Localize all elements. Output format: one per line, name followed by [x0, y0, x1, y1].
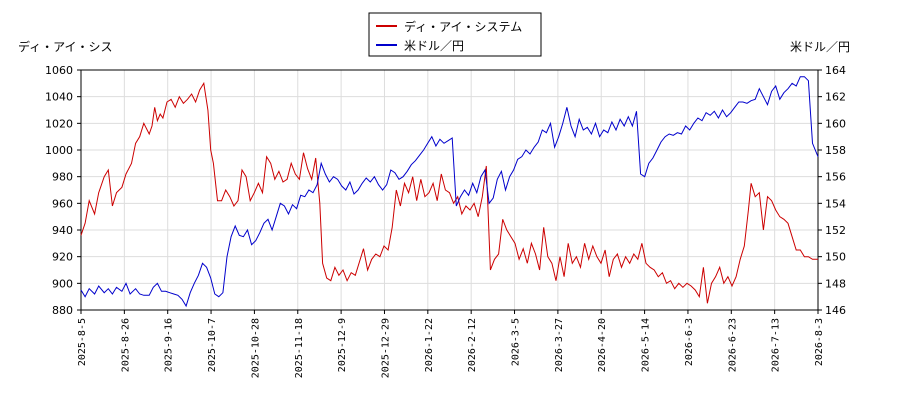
x-tick-label: 2026-2-12	[467, 318, 478, 372]
x-tick-label: 2026-5-14	[641, 318, 652, 372]
left-tick-label: 1040	[45, 91, 73, 104]
left-tick-label: 1060	[45, 64, 73, 77]
x-tick-label: 2026-3-27	[554, 318, 565, 372]
left-tick-label: 1020	[45, 117, 73, 130]
right-tick-label: 152	[825, 224, 846, 237]
x-tick-label: 2026-4-20	[597, 318, 608, 372]
x-tick-label: 2026-3-5	[511, 318, 522, 366]
legend-label-series-1: ディ・アイ・システム	[404, 19, 522, 34]
left-tick-label: 940	[52, 224, 73, 237]
x-tick-label: 2025-12-9	[337, 318, 348, 372]
right-tick-label: 164	[825, 64, 846, 77]
x-tick-label: 2025-10-7	[207, 318, 218, 372]
right-ticks: 146 148 150 152 154 156 158 160 162 164	[818, 64, 846, 317]
right-tick-label: 160	[825, 117, 846, 130]
grid	[80, 69, 819, 311]
x-ticks: 2025-8-5 2025-8-26 2025-9-16 2025-10-7 2025-…	[77, 310, 825, 378]
right-tick-label: 148	[825, 277, 846, 290]
x-tick-label: 2025-12-29	[380, 318, 391, 378]
right-axis-label: 米ドル／円	[790, 40, 850, 54]
series-line-1	[80, 81, 818, 304]
right-tick-label: 150	[825, 251, 846, 264]
x-tick-label: 2026-6-3	[684, 318, 695, 366]
legend-box	[368, 12, 542, 57]
right-tick-label: 156	[825, 171, 846, 184]
right-tick-label: 162	[825, 91, 846, 104]
left-axis-label: ディ・アイ・シス	[18, 39, 113, 54]
x-tick-label: 2025-11-18	[294, 318, 305, 378]
left-tick-label: 1000	[45, 144, 73, 157]
x-tick-label: 2026-8-3	[814, 318, 825, 366]
x-tick-label: 2026-1-22	[424, 318, 435, 372]
right-tick-label: 158	[825, 144, 846, 157]
x-tick-label: 2025-9-16	[164, 318, 175, 372]
legend: ディ・アイ・システム 米ドル／円	[368, 12, 542, 57]
left-tick-label: 880	[52, 304, 73, 317]
left-ticks: 880 900 920 940 960 980 1000 1020 1040 1060	[45, 64, 81, 317]
x-tick-label: 2025-10-28	[250, 318, 261, 378]
left-tick-label: 980	[52, 171, 73, 184]
left-tick-label: 920	[52, 251, 73, 264]
right-tick-label: 146	[825, 304, 846, 317]
x-tick-label: 2025-8-26	[120, 318, 131, 372]
series-line-2	[80, 76, 819, 308]
x-tick-label: 2026-7-13	[771, 318, 782, 372]
left-tick-label: 900	[52, 277, 73, 290]
x-tick-label: 2026-6-23	[727, 318, 738, 372]
right-tick-label: 154	[825, 197, 846, 210]
legend-label-series-2: 米ドル／円	[404, 39, 464, 53]
plot-area	[80, 69, 819, 311]
series-lines	[80, 76, 819, 308]
left-tick-label: 960	[52, 197, 73, 210]
x-tick-label: 2025-8-5	[77, 318, 88, 366]
